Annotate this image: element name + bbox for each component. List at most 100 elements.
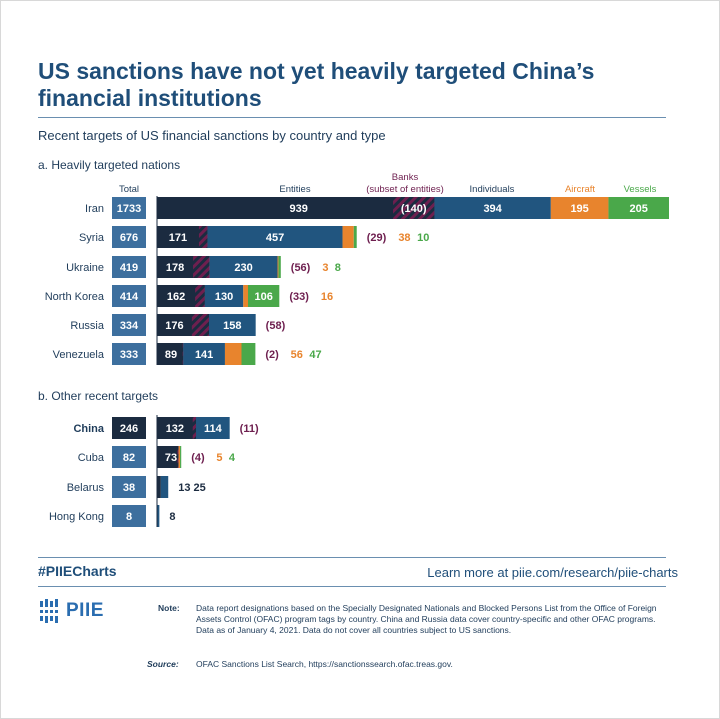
value-entities-ukraine: 178 [166,262,184,274]
header-vessels: Vessels [623,184,657,195]
value-individuals-iran: 394 [483,203,502,215]
outside-label-syria-1: 38 [398,232,410,244]
value-entities-iran: 939 [289,203,307,215]
total-box-venezuela [112,343,146,365]
source-label: Source: [147,659,179,669]
bar-individuals-ukraine [209,256,278,278]
country-label-iran: Iran [85,203,104,215]
value-entities-cuba: 73 [165,452,177,464]
piie-logo-text: PIIE [66,600,104,621]
value-entities-syria: 171 [169,232,187,244]
note-text: Data report designations based on the Sp… [196,603,657,635]
total-box-north-korea [112,285,146,307]
bar-vessels-north-korea [247,285,280,307]
total-box-hong-kong [112,505,146,527]
bar-aircraft-cuba [178,446,181,468]
bar-individuals-syria [207,226,343,248]
total-box-iran [112,197,146,219]
header-entities: Entities [279,184,311,195]
outside-label-syria-2: 10 [417,232,429,244]
value-vessels-north-korea: 106 [254,291,272,303]
bar-individuals-belarus [160,476,169,498]
total-value-cuba: 82 [123,452,135,464]
piie-logo-icon [38,599,60,623]
country-label-syria: Syria [79,232,105,244]
outside-label-cuba-0: (4) [191,452,205,464]
outside-label-venezuela-0: (2) [265,349,279,361]
header-total: Total [118,184,140,195]
chart-subtitle: Recent targets of US financial sanctions… [38,128,386,143]
bar-vessels-venezuela [241,343,256,365]
bar-banks-cuba [177,446,179,468]
bar-aircraft-north-korea [243,285,248,307]
value-individuals-north-korea: 130 [215,291,233,303]
note-label: Note: [158,603,180,613]
header-banks: Banks [391,172,419,183]
value-individuals-syria: 457 [266,232,284,244]
value-entities-north-korea: 162 [167,291,185,303]
total-box-syria [112,226,146,248]
outside-label-china-0: (11) [240,423,259,435]
chart-title: US sanctions have not yet heavily target… [38,58,595,111]
header-aircraft: Aircraft [564,184,596,195]
outside-label-syria-0: (29) [367,232,387,244]
total-value-hong-kong: 8 [126,511,132,523]
bar-banks-iran [393,197,435,219]
country-label-ukraine: Ukraine [66,262,104,274]
bar-entities-cuba [157,446,179,468]
header-banks-note: (subset of entities) [366,184,444,195]
total-box-ukraine [112,256,146,278]
bar-aircraft-venezuela [224,343,242,365]
bar-banks-russia [191,314,209,336]
outside-label-russia-0: (58) [266,320,286,332]
country-label-belarus: Belarus [67,482,105,494]
total-value-north-korea: 414 [120,291,139,303]
bar-vessels-ukraine [278,256,281,278]
country-label-north-korea: North Korea [45,291,105,303]
total-value-ukraine: 419 [120,262,138,274]
bar-banks-venezuela [182,343,184,365]
outside-label-ukraine-2: 8 [335,262,341,274]
value-entities-russia: 176 [165,320,183,332]
title-rule [38,117,666,118]
country-label-russia: Russia [70,320,105,332]
learn-more-link[interactable]: Learn more at piie.com/research/piie-cha… [427,565,678,580]
chart-bars: Iran 1733 939 (140) 394 195 205 Syria 676 171 457 (… [45,197,669,527]
total-value-belarus: 38 [123,482,135,494]
bar-banks-syria [198,226,208,248]
value-aircraft-iran: 195 [570,203,588,215]
bar-individuals-north-korea [204,285,244,307]
bar-vessels-cuba [180,446,182,468]
total-box-russia [112,314,146,336]
total-value-china: 246 [120,423,138,435]
footer-rule-bottom [38,586,666,587]
bar-banks-ukraine [193,256,210,278]
outside-label-hong-kong-0: 8 [169,511,175,523]
hashtag: #PIIECharts [38,563,117,579]
bar-aircraft-ukraine [277,256,279,278]
country-label-cuba: Cuba [78,452,105,464]
total-value-venezuela: 333 [120,349,138,361]
total-value-iran: 1733 [117,203,141,215]
outside-label-ukraine-0: (56) [291,262,311,274]
value-individuals-russia: 158 [223,320,241,332]
bar-individuals-russia [208,314,256,336]
outside-label-belarus-0: 13 25 [178,482,206,494]
bar-entities-north-korea [157,285,205,307]
bar-vessels-iran [608,197,669,219]
bar-banks-china [192,417,196,439]
bar-individuals-hong-kong [157,505,160,527]
outside-label-north-korea-0: (33) [289,291,309,303]
bar-banks-north-korea [195,285,205,307]
total-value-syria: 676 [120,232,138,244]
bar-entities-iran [157,197,435,219]
bar-entities-china [157,417,196,439]
bar-entities-belarus [157,476,161,498]
total-box-belarus [112,476,146,498]
value-individuals-china: 114 [204,423,223,435]
bar-aircraft-iran [550,197,609,219]
outside-label-venezuela-2: 47 [309,349,321,361]
total-value-russia: 334 [120,320,139,332]
section-b-label: b. Other recent targets [38,389,159,403]
bar-individuals-venezuela [183,343,225,365]
